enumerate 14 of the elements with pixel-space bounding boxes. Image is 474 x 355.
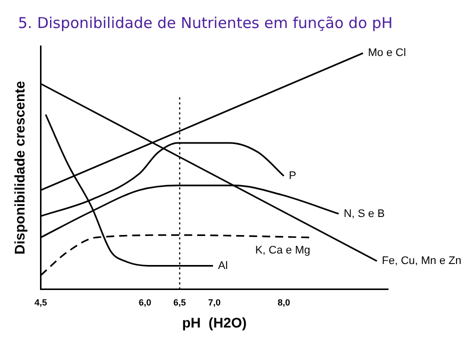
x-tick-label: 4,5 xyxy=(34,297,48,308)
y-axis-title: Disponibilidade crescente xyxy=(11,80,28,254)
chart-title: 5. Disponibilidade de Nutrientes em função do pH xyxy=(17,13,394,34)
x-tick-label: 7,0 xyxy=(208,297,221,308)
series-label: Mo e Cl xyxy=(368,47,406,60)
series-label: N, S e B xyxy=(344,208,385,220)
x-tick-label: 8,0 xyxy=(278,297,290,308)
series-label: P xyxy=(288,170,296,182)
x-tick-label: 6,5 xyxy=(173,297,186,308)
series-label: K, Ca e Mg xyxy=(255,244,310,256)
x-tick-label: 6,0 xyxy=(138,297,152,308)
series-label: Al xyxy=(218,260,228,272)
series-label: Fe, Cu, Mn e Zn xyxy=(382,255,462,268)
x-axis-title: pH (H2O) xyxy=(182,314,247,330)
